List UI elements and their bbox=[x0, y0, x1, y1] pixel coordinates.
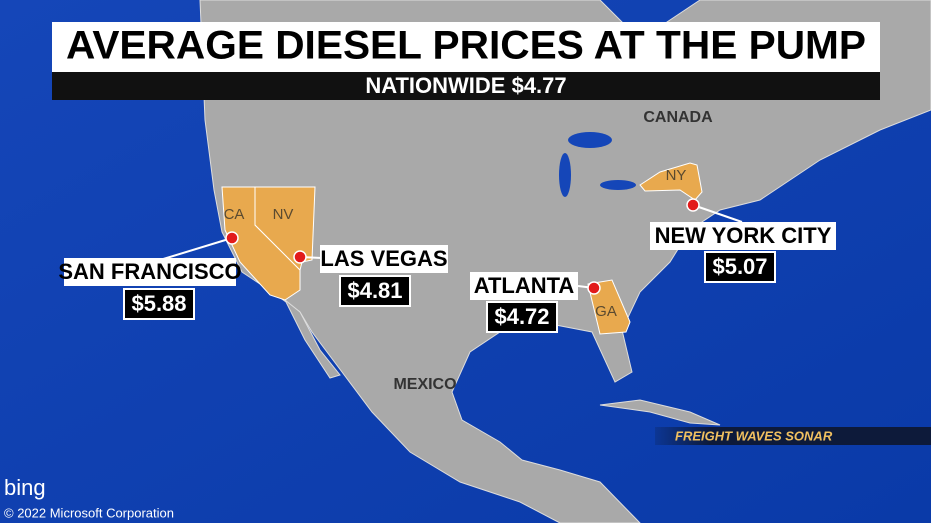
source-bar bbox=[655, 427, 931, 445]
region-label: MEXICO bbox=[393, 376, 456, 393]
city-dot bbox=[587, 281, 601, 295]
baja bbox=[284, 299, 341, 379]
city-dot bbox=[293, 250, 307, 264]
leader-line bbox=[159, 237, 233, 261]
city-name: NEW YORK CITY bbox=[655, 223, 832, 248]
subtitle: NATIONWIDE $4.77 bbox=[365, 73, 566, 98]
state-label: NY bbox=[666, 167, 687, 184]
copyright: © 2022 Microsoft Corporation bbox=[4, 505, 174, 520]
leader-line bbox=[692, 204, 743, 223]
state-label: CA bbox=[224, 206, 245, 223]
city-price: $4.81 bbox=[347, 278, 402, 303]
state-label: NV bbox=[273, 206, 294, 223]
label-box bbox=[64, 258, 236, 286]
label-box bbox=[470, 272, 578, 300]
price-box bbox=[486, 301, 558, 333]
state-label: GA bbox=[595, 303, 617, 320]
state-ny bbox=[639, 162, 703, 201]
price-box bbox=[704, 251, 776, 283]
label-box bbox=[320, 245, 448, 273]
city-price: $5.88 bbox=[131, 291, 186, 316]
city-name: ATLANTA bbox=[474, 273, 575, 298]
landmass bbox=[199, 0, 931, 523]
region-label: CANADA bbox=[643, 109, 713, 126]
title-box bbox=[52, 22, 880, 72]
price-box bbox=[339, 275, 411, 307]
price-box bbox=[123, 288, 195, 320]
lake bbox=[568, 132, 612, 148]
city-price: $5.07 bbox=[712, 254, 767, 279]
lake bbox=[559, 153, 571, 197]
city-name: SAN FRANCISCO bbox=[58, 259, 241, 284]
city-name: LAS VEGAS bbox=[320, 246, 447, 271]
city-dot bbox=[225, 231, 239, 245]
city-price: $4.72 bbox=[494, 304, 549, 329]
label-box bbox=[650, 222, 836, 250]
city-dot bbox=[686, 198, 700, 212]
source: FREIGHT WAVES SONAR bbox=[675, 428, 833, 443]
title: AVERAGE DIESEL PRICES AT THE PUMP bbox=[66, 24, 866, 68]
state-ga bbox=[587, 279, 631, 335]
lake bbox=[600, 180, 636, 190]
cuba bbox=[599, 399, 721, 426]
map-logo: bing bbox=[4, 475, 46, 500]
subtitle-bar bbox=[52, 72, 880, 100]
